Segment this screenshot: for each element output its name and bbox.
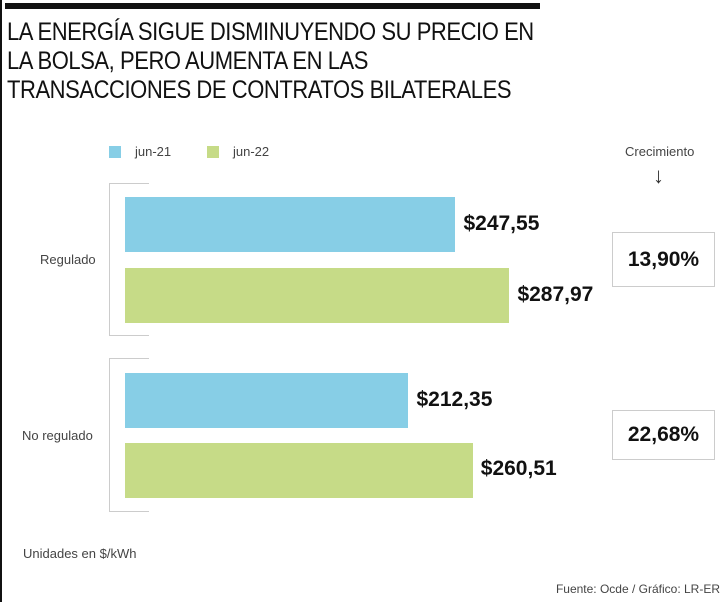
growth-header: Crecimiento [625, 144, 695, 159]
bar-regulado-jun22 [125, 268, 510, 323]
growth-box: 13,90% [612, 232, 715, 287]
group-bracket [109, 358, 149, 512]
source-note: Fuente: Ocde / Gráfico: LR-ER [555, 582, 720, 596]
arrow-down-icon: ↓ [653, 163, 664, 188]
data-label: $287,97 [517, 283, 594, 306]
left-border [0, 0, 2, 602]
legend-item-jun21: jun-21 [109, 144, 171, 159]
legend-label: jun-22 [233, 144, 270, 159]
chart-title: LA ENERGÍA SIGUE DISMINUYENDO SU PRECIO … [7, 18, 534, 104]
legend-item-jun22: jun-22 [207, 144, 269, 159]
data-label: $212,35 [416, 388, 493, 411]
bar-noregulado-jun21 [125, 373, 409, 428]
category-label: No regulado [22, 428, 93, 443]
data-label: $247,55 [463, 212, 540, 235]
bar-noregulado-jun22 [125, 443, 473, 498]
group-bracket [109, 183, 149, 336]
legend-swatch [207, 145, 219, 158]
category-label: Regulado [40, 252, 96, 267]
legend-label: jun-21 [135, 144, 172, 159]
growth-box: 22,68% [612, 410, 715, 460]
units-note: Unidades en $/kWh [23, 546, 137, 561]
top-rule [5, 3, 540, 9]
legend-swatch [109, 145, 121, 158]
bar-regulado-jun21 [125, 197, 456, 252]
data-label: $260,51 [480, 457, 557, 480]
